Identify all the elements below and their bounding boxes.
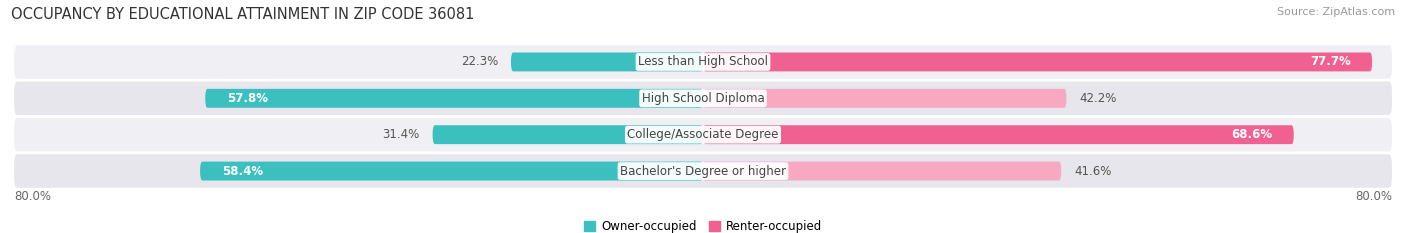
FancyBboxPatch shape [703,89,1066,108]
Text: 58.4%: 58.4% [222,164,263,178]
FancyBboxPatch shape [14,118,1392,151]
Text: 42.2%: 42.2% [1080,92,1116,105]
FancyBboxPatch shape [205,89,703,108]
Text: Bachelor's Degree or higher: Bachelor's Degree or higher [620,164,786,178]
FancyBboxPatch shape [703,162,1062,181]
Text: 41.6%: 41.6% [1074,164,1112,178]
Text: 22.3%: 22.3% [461,55,498,69]
Text: 80.0%: 80.0% [1355,190,1392,203]
Text: 80.0%: 80.0% [14,190,51,203]
Text: 31.4%: 31.4% [382,128,419,141]
Text: High School Diploma: High School Diploma [641,92,765,105]
Text: 68.6%: 68.6% [1232,128,1272,141]
Legend: Owner-occupied, Renter-occupied: Owner-occupied, Renter-occupied [583,220,823,233]
FancyBboxPatch shape [510,52,703,71]
FancyBboxPatch shape [200,162,703,181]
FancyBboxPatch shape [703,52,1372,71]
FancyBboxPatch shape [433,125,703,144]
FancyBboxPatch shape [14,82,1392,115]
Text: Source: ZipAtlas.com: Source: ZipAtlas.com [1277,7,1395,17]
FancyBboxPatch shape [703,125,1294,144]
Text: OCCUPANCY BY EDUCATIONAL ATTAINMENT IN ZIP CODE 36081: OCCUPANCY BY EDUCATIONAL ATTAINMENT IN Z… [11,7,475,22]
Text: College/Associate Degree: College/Associate Degree [627,128,779,141]
Text: 77.7%: 77.7% [1310,55,1351,69]
FancyBboxPatch shape [14,154,1392,188]
Text: Less than High School: Less than High School [638,55,768,69]
FancyBboxPatch shape [14,45,1392,79]
Text: 57.8%: 57.8% [226,92,267,105]
